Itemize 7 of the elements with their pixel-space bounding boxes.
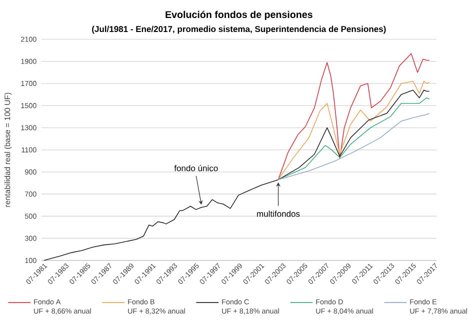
- line-series: [278, 53, 430, 180]
- line-series: [278, 113, 430, 180]
- chart-title: Evolución fondos de pensiones: [166, 10, 312, 20]
- annotation: fondo único: [174, 165, 218, 172]
- line-series: [278, 81, 430, 180]
- chart-subtitle: (Jul/1981 - Ene/2017, promedio sistema, Superintendencia de Pensiones): [92, 26, 386, 34]
- annotation: multifondos: [257, 210, 300, 217]
